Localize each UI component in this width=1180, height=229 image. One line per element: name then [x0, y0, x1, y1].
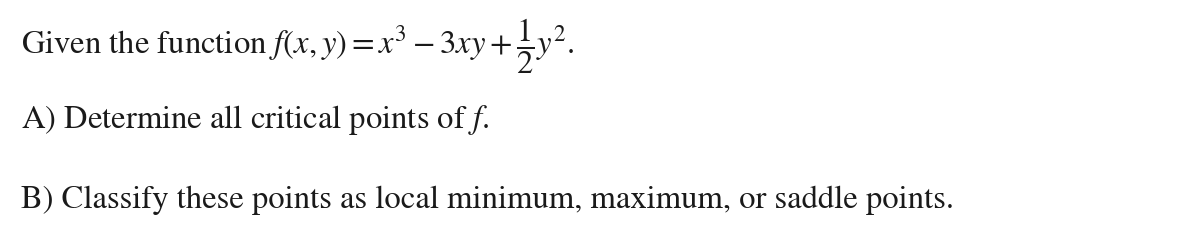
- Text: A) Determine all critical points of $f$.: A) Determine all critical points of $f$.: [21, 102, 490, 136]
- Text: B) Classify these points as local minimum, maximum, or saddle points.: B) Classify these points as local minimu…: [21, 185, 955, 214]
- Text: Given the function $f(x, y) = x^3 - 3xy + \dfrac{1}{2}y^2.$: Given the function $f(x, y) = x^3 - 3xy …: [21, 16, 575, 75]
